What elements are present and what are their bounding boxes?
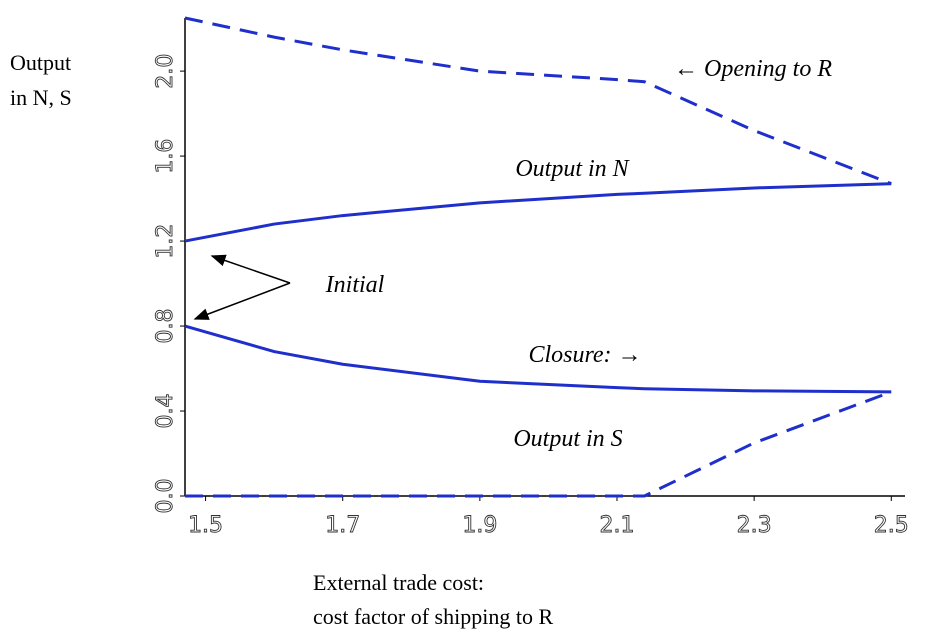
series-line <box>184 182 892 243</box>
x-tick-label: 1.9 <box>462 513 497 538</box>
annotation: Output in S <box>513 426 622 452</box>
arrow <box>193 282 291 320</box>
x-tick-label: 1.7 <box>325 513 360 538</box>
series-line <box>184 324 892 394</box>
arrow <box>210 254 291 284</box>
series-line <box>185 390 892 498</box>
x-axis-label: External trade cost: <box>313 570 484 595</box>
y-tick-label: 1.2 <box>153 224 178 259</box>
x-tick-label: 2.3 <box>737 513 772 538</box>
annotation: Output in N <box>515 156 630 182</box>
annotation: ← Opening to R <box>674 56 832 82</box>
y-tick-label: 0.0 <box>153 479 178 514</box>
y-axis-label: Output <box>10 50 71 75</box>
y-tick-label: 1.6 <box>153 139 178 174</box>
annotation: Initial <box>325 272 385 298</box>
x-tick-label: 1.5 <box>188 513 223 538</box>
y-tick-label: 2.0 <box>153 54 178 89</box>
x-tick-label: 2.1 <box>600 513 635 538</box>
x-axis-label: cost factor of shipping to R <box>313 604 553 629</box>
annotation: Closure: → <box>528 342 641 368</box>
y-tick-label: 0.4 <box>153 394 178 429</box>
series-line <box>184 16 892 186</box>
y-axis-label: in N, S <box>10 85 72 110</box>
y-tick-label: 0.8 <box>153 309 178 344</box>
x-tick-label: 2.5 <box>874 513 909 538</box>
